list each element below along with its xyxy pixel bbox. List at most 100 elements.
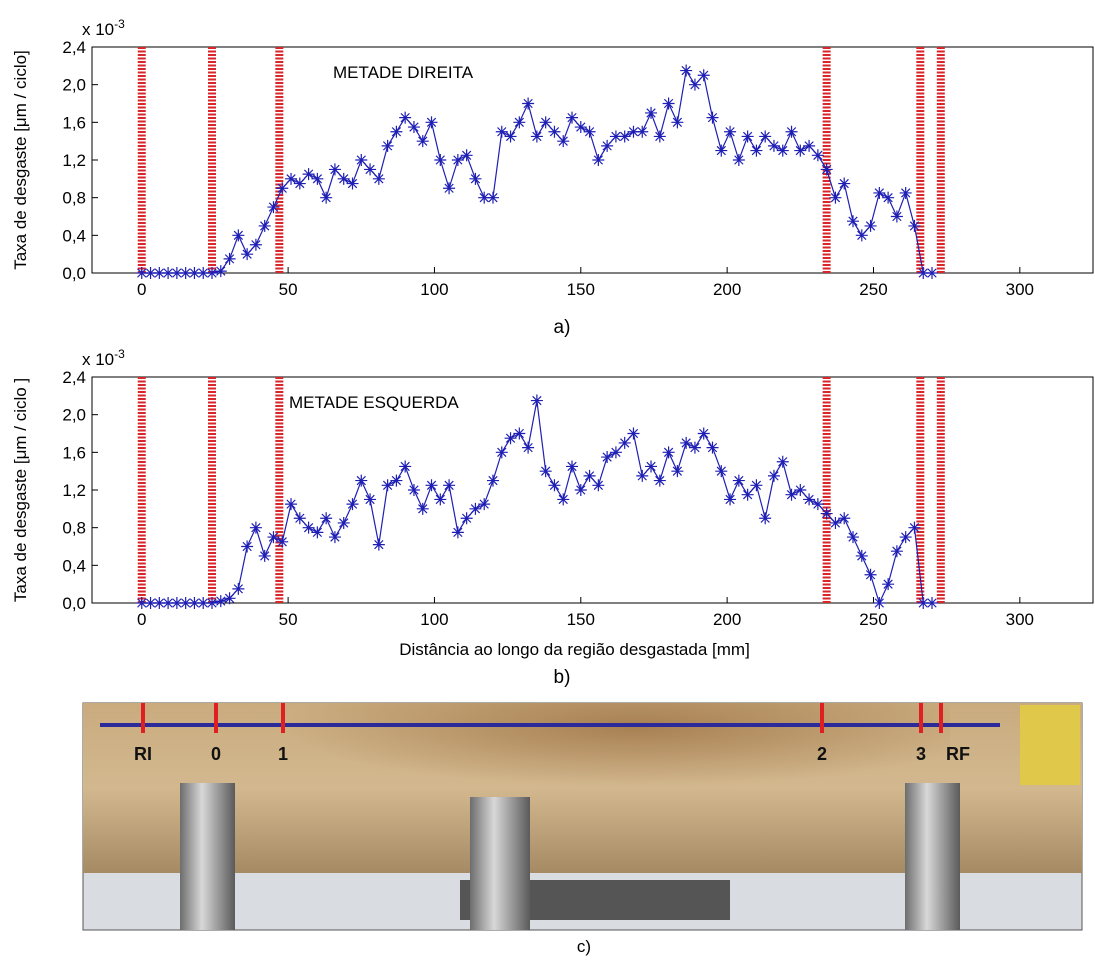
marker [627,125,640,138]
y-scale-base: x 10 [82,350,114,369]
marker [609,130,622,143]
marker [645,460,658,473]
marker [486,474,499,487]
marker [539,116,552,129]
marker [767,139,780,152]
marker [144,267,157,279]
y-axis-label: Taxa de desgaste [μm / ciclo] [11,50,30,270]
x-tick-label: 100 [420,280,448,299]
marker [741,130,754,143]
marker [715,465,728,478]
marker [241,540,254,553]
marker [267,531,280,544]
marker [855,229,868,242]
marker [688,78,701,91]
marker [285,498,298,511]
marker [732,154,745,166]
y-tick-label: 1,2 [62,481,86,500]
marker [249,521,262,534]
marker [636,125,649,138]
x-tick-label: 250 [859,280,887,299]
marker [776,455,789,468]
marker [320,191,333,204]
x-tick-label: 150 [567,280,595,299]
marker [557,135,570,148]
marker [627,427,640,440]
marker [425,479,438,492]
marker [530,394,543,407]
y-tick-label: 0,8 [62,519,86,538]
marker [829,516,842,529]
marker [162,267,175,279]
marker [399,111,412,124]
marker [882,578,895,591]
marker [530,130,543,143]
marker [293,512,306,525]
marker [504,130,517,143]
marker [381,139,394,152]
y-scale-exponent: -3 [114,17,125,31]
marker [601,139,614,152]
position-label: 2 [817,744,827,764]
marker [337,172,350,185]
marker [846,215,859,228]
marker [302,521,315,534]
marker [223,592,236,605]
marker [276,182,289,195]
marker [899,186,912,199]
marker [636,469,649,482]
marker [618,130,631,143]
pin [905,783,960,930]
marker [223,252,236,265]
y-axis-label: Taxa de desgaste [μm / ciclo ] [11,378,30,602]
marker [241,248,254,261]
chart-caption: a) [554,317,571,338]
marker [328,531,341,544]
marker [390,125,403,138]
marker [451,526,464,539]
marker [302,168,315,181]
pin [470,797,530,930]
x-tick-label: 0 [137,280,146,299]
marker [232,582,245,595]
marker [504,432,517,445]
marker [890,210,903,223]
marker [416,135,429,148]
marker [258,219,271,232]
marker [803,493,816,506]
x-tick-label: 250 [859,610,887,629]
x-tick-label: 200 [713,280,741,299]
marker [838,177,851,190]
tape [1020,705,1080,785]
y-scale-base: x 10 [82,20,114,39]
marker [214,595,227,608]
marker [609,446,622,459]
marker [750,479,763,492]
marker [320,512,333,525]
photo-caption: c) [577,937,591,956]
marker [153,267,166,279]
plot-area [91,376,1094,604]
marker [671,465,684,478]
marker [680,64,693,77]
marker [759,130,772,143]
marker [179,597,192,609]
marker [337,516,350,529]
marker [750,144,763,157]
marker [513,116,526,129]
marker [232,229,245,242]
marker [811,149,824,162]
marker [653,474,666,487]
y-tick-label: 1,2 [62,151,86,170]
marker [864,219,877,232]
marker [469,502,482,515]
marker [601,451,614,464]
wear-stain [250,703,950,823]
marker [170,267,183,279]
marker [451,154,464,166]
marker [522,97,535,110]
position-label: RI [134,744,152,764]
marker [293,177,306,190]
y-tick-label: 0,4 [62,226,86,245]
